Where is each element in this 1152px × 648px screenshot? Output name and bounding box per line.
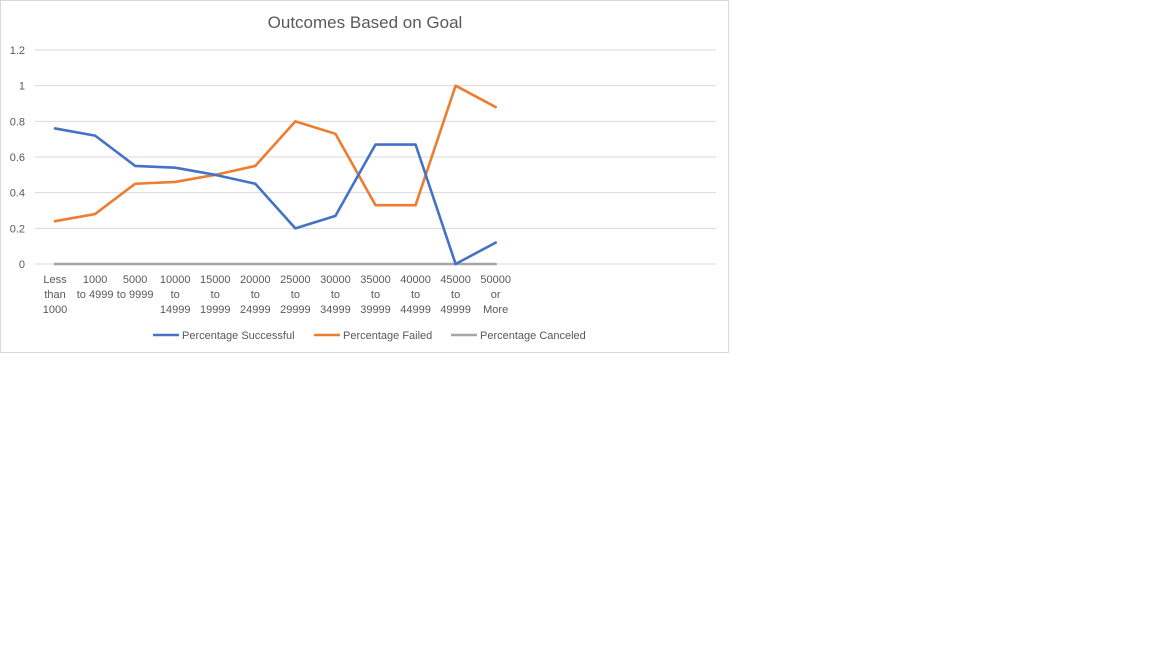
legend: Percentage Successful Percentage Failed Pe… <box>153 330 586 342</box>
x-tick-label: 5000 to 9999 <box>117 274 154 301</box>
data-point <box>254 164 257 168</box>
data-point <box>294 262 297 266</box>
data-point <box>334 262 337 266</box>
legend-entry: Percentage Failed <box>343 330 432 342</box>
x-tick-label: 10000 to 14999 <box>160 274 191 316</box>
chart-container: Outcomes Based on Goal 0 0.2 0.4 0.6 0.8 1 1.2… <box>0 0 729 353</box>
y-tick-label: 0.6 <box>10 152 25 164</box>
legend-entry: Percentage Canceled <box>480 330 586 342</box>
data-point <box>214 173 217 177</box>
y-axis-tick-labels: 0 0.2 0.4 0.6 0.8 1 1.2 <box>10 45 25 271</box>
x-tick-label: 15000 to 19999 <box>200 274 231 316</box>
data-point <box>254 182 257 185</box>
x-tick-label: 35000 to 39999 <box>360 274 391 316</box>
data-point <box>133 262 137 266</box>
x-tick-label: 25000 to 29999 <box>280 274 311 316</box>
x-tick-label: 20000 to 24999 <box>240 274 271 316</box>
x-tick-label: Less than 1000 <box>43 274 67 316</box>
data-point <box>53 220 57 223</box>
x-tick-label: 30000 to 34999 <box>320 274 351 316</box>
data-point <box>494 262 497 266</box>
line-chart: Outcomes Based on Goal 0 0.2 0.4 0.6 0.8 1 1.2… <box>10 13 716 342</box>
data-point <box>374 143 377 146</box>
x-tick-label: 40000 to 44999 <box>400 274 431 316</box>
data-point <box>414 143 417 146</box>
y-tick-label: 1 <box>19 81 25 93</box>
data-point <box>334 214 337 218</box>
data-point <box>374 262 377 266</box>
x-tick-label: 1000 to 4999 <box>77 274 114 301</box>
data-point <box>53 262 57 266</box>
y-tick-label: 0.4 <box>10 188 25 200</box>
data-point <box>93 134 97 137</box>
data-point <box>414 262 417 266</box>
legend-entry: Percentage Successful <box>182 330 295 342</box>
data-point <box>53 127 57 130</box>
y-tick-label: 1.2 <box>10 45 25 57</box>
y-tick-label: 0.2 <box>10 223 25 235</box>
chart-title: Outcomes Based on Goal <box>268 13 463 32</box>
data-point <box>454 84 457 87</box>
series-line-1 <box>53 84 497 223</box>
gridlines <box>35 49 716 265</box>
data-point <box>414 203 417 207</box>
data-point <box>93 262 97 266</box>
data-point <box>254 262 257 266</box>
y-tick-label: 0.8 <box>10 116 25 128</box>
data-point <box>294 227 297 230</box>
data-point <box>133 164 137 168</box>
data-point <box>174 180 177 184</box>
x-tick-label: 45000 to 49999 <box>440 274 471 316</box>
data-point <box>294 120 297 123</box>
data-point <box>374 203 377 207</box>
data-point <box>494 105 497 109</box>
data-point <box>174 262 177 266</box>
series-line-0 <box>53 127 497 266</box>
data-point <box>93 212 97 216</box>
data-point <box>334 132 337 136</box>
data-point <box>494 241 497 244</box>
series-lines <box>53 84 497 266</box>
y-tick-label: 0 <box>19 259 25 271</box>
x-tick-label: 50000 or More <box>480 274 511 316</box>
data-point <box>454 262 457 266</box>
data-point <box>133 182 137 185</box>
data-point <box>174 166 177 169</box>
data-point <box>214 262 217 266</box>
